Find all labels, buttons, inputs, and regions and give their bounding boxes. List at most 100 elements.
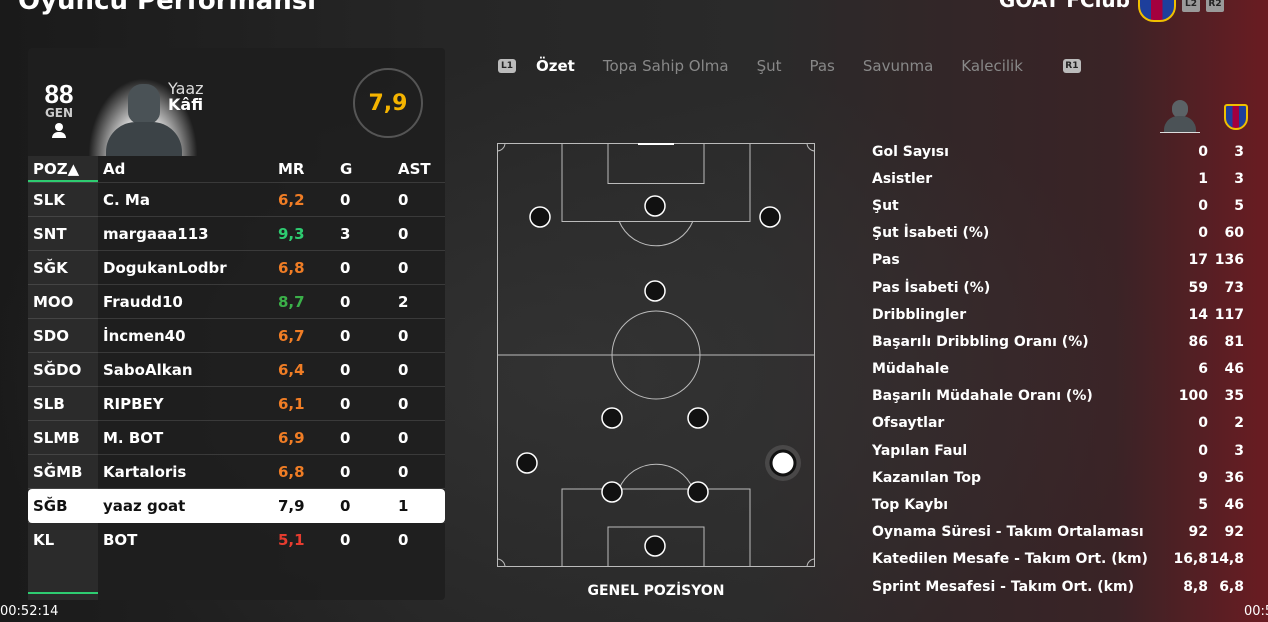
stat-row: Şut 0 5 [872,192,1244,219]
player-position: SĞMB [28,455,103,489]
stat-team-value: 60 [1208,225,1244,241]
player-name-cell: İncmen40 [103,319,278,353]
player-dot [645,536,665,556]
column-header-assists[interactable]: AST [398,156,445,183]
stat-team-value: 117 [1208,307,1244,323]
stat-label: Pas İsabeti (%) [872,280,1158,296]
table-row[interactable]: SĞB yaaz goat 7,9 0 1 [28,489,445,523]
stat-player-value: 0 [1158,415,1208,431]
pitch-diagram [497,143,815,567]
player-rating-cell: 9,3 [278,217,340,251]
player-position: SĞDO [28,353,103,387]
stat-team-value: 3 [1208,443,1244,459]
player-assists-cell: 1 [398,489,445,523]
column-header-position[interactable]: POZ▲ [28,156,103,183]
player-position: SLK [28,183,103,217]
player-dot [517,453,537,473]
stat-row: Sprint Mesafesi - Takım Ort. (km) 8,8 6,8 [872,573,1244,600]
selected-player-dot [771,451,795,475]
stat-team-value: 5 [1208,198,1244,214]
player-goals-cell: 0 [340,285,398,319]
player-goals-cell: 0 [340,353,398,387]
l2-button-hint[interactable]: L2 [1182,0,1200,12]
player-name-cell: Fraudd10 [103,285,278,319]
user-icon [51,123,67,139]
player-position: SĞK [28,251,103,285]
table-row[interactable]: SĞMB Kartaloris 6,8 0 0 [28,455,445,489]
player-assists-cell: 0 [398,251,445,285]
column-header-rating[interactable]: MR [278,156,340,183]
player-assists-cell: 0 [398,387,445,421]
stat-row: Müdahale 6 46 [872,356,1244,383]
player-assists-cell: 0 [398,455,445,489]
l1-button-hint[interactable]: L1 [498,59,516,73]
stats-list: Gol Sayısı 0 3 Asistler 1 3 Şut 0 5 Şut İsabeti (… [872,138,1244,600]
player-position: SLB [28,387,103,421]
club-crest-icon [1224,104,1248,130]
stat-row: Gol Sayısı 0 3 [872,138,1244,165]
overall-rating: 88 GEN [42,81,76,139]
stat-row: Kazanılan Top 9 36 [872,464,1244,491]
table-row[interactable]: SĞK DogukanLodbr 6,8 0 0 [28,251,445,285]
player-name-cell: SaboAlkan [103,353,278,387]
player-dot [602,482,622,502]
player-name-cell: M. BOT [103,421,278,455]
stat-team-value: 136 [1208,252,1244,268]
timestamp-left: 00:52:14 [0,604,58,619]
player-rating-cell: 6,4 [278,353,340,387]
table-row[interactable]: KL BOT 5,1 0 0 [28,523,445,557]
stats-tabs: L1 Özet Topa Sahip Olma Şut Pas Savunma … [498,56,1081,76]
players-table: POZ▲ Ad MR G AST SLK C. Ma 6,2 0 0 SNT margaaa… [28,156,445,556]
player-name-cell: C. Ma [103,183,278,217]
table-row[interactable]: MOO Fraudd10 8,7 0 2 [28,285,445,319]
table-row[interactable]: SLMB M. BOT 6,9 0 0 [28,421,445,455]
player-position: MOO [28,285,103,319]
player-goals-cell: 0 [340,523,398,557]
stat-row: Pas İsabeti (%) 59 73 [872,274,1244,301]
player-position: SDO [28,319,103,353]
stat-player-value: 0 [1158,443,1208,459]
stat-label: Ofsaytlar [872,415,1158,431]
stat-row: Oynama Süresi - Takım Ortalaması 92 92 [872,519,1244,546]
player-goals-cell: 3 [340,217,398,251]
stat-label: Kazanılan Top [872,470,1158,486]
tab-shooting[interactable]: Şut [757,57,782,75]
tab-passing[interactable]: Pas [809,57,834,75]
table-row[interactable]: SDO İncmen40 6,7 0 0 [28,319,445,353]
table-row[interactable]: SNT margaaa113 9,3 3 0 [28,217,445,251]
player-goals-cell: 0 [340,251,398,285]
tab-summary[interactable]: Özet [536,57,575,75]
stat-row: Katedilen Mesafe - Takım Ort. (km) 16,8 14… [872,546,1244,573]
table-row[interactable]: SLK C. Ma 6,2 0 0 [28,183,445,217]
column-header-name[interactable]: Ad [103,156,278,183]
overall-label: GEN [42,107,76,119]
player-last-name: Kâfi [168,97,204,113]
top-penalty-arc [619,221,693,246]
stat-row: Pas 17 136 [872,247,1244,274]
stat-player-value: 59 [1158,280,1208,296]
player-dot [760,207,780,227]
column-header-goals[interactable]: G [340,156,398,183]
stat-label: Gol Sayısı [872,144,1158,160]
r1-button-hint[interactable]: R1 [1063,59,1081,73]
player-assists-cell: 0 [398,353,445,387]
player-avatar-icon [1160,100,1200,132]
player-rating-cell: 7,9 [278,489,340,523]
stat-team-value: 3 [1208,144,1244,160]
player-goals-cell: 0 [340,455,398,489]
stat-team-value: 6,8 [1208,579,1244,595]
player-dot [602,408,622,428]
stat-player-value: 1 [1158,171,1208,187]
stat-team-value: 36 [1208,470,1244,486]
table-row[interactable]: SLB RIPBEY 6,1 0 0 [28,387,445,421]
tab-defending[interactable]: Savunma [863,57,933,75]
r2-button-hint[interactable]: R2 [1206,0,1224,12]
stat-player-value: 14 [1158,307,1208,323]
stat-label: Dribblingler [872,307,1158,323]
stat-label: Katedilen Mesafe - Takım Ort. (km) [872,551,1158,567]
player-goals-cell: 0 [340,319,398,353]
table-row[interactable]: SĞDO SaboAlkan 6,4 0 0 [28,353,445,387]
tab-goalkeeping[interactable]: Kalecilik [961,57,1023,75]
tab-possession[interactable]: Topa Sahip Olma [603,57,729,75]
player-goals-cell: 0 [340,489,398,523]
